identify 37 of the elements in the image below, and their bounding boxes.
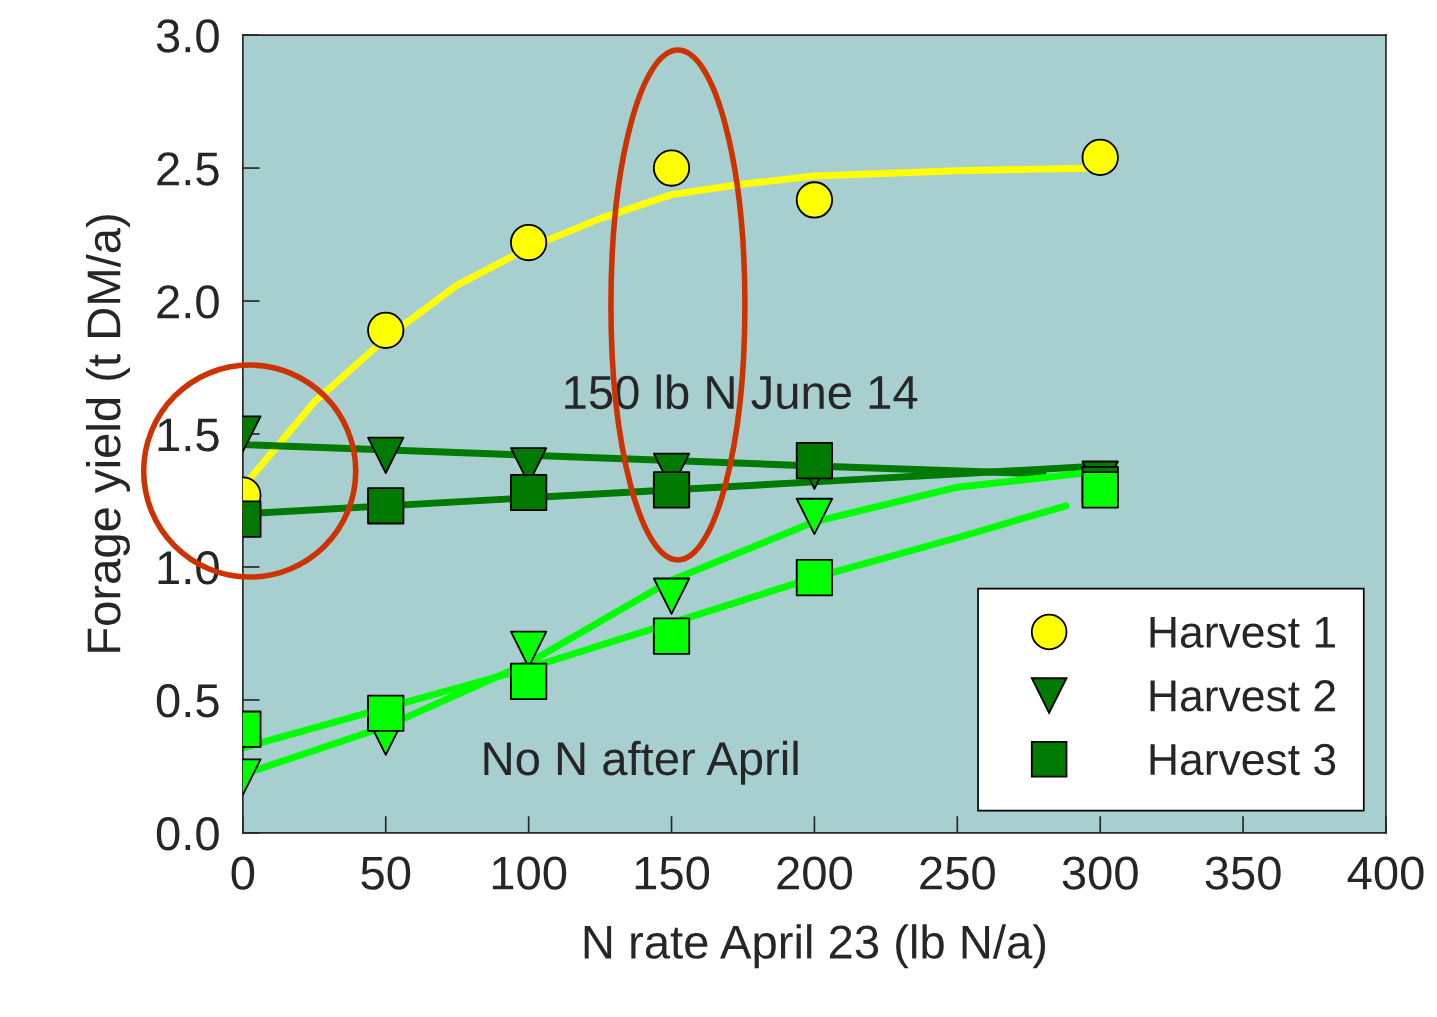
point	[795, 181, 834, 219]
point	[795, 559, 834, 597]
legend-label: Harvest 2	[1150, 680, 1335, 712]
x-tick-label: 250	[920, 856, 995, 890]
y-tick-label: 0.0	[156, 817, 219, 851]
legend-label: Harvest 1	[1150, 616, 1335, 648]
point	[1081, 471, 1119, 509]
y-tick-label: 3.0	[156, 19, 219, 53]
x-tick-label: 150	[635, 856, 710, 890]
point	[367, 436, 405, 474]
legend-label: Harvest 3	[1150, 743, 1336, 776]
y-tick-label: 0.5	[156, 684, 219, 718]
x-tick-label: 200	[777, 856, 852, 890]
point	[510, 473, 548, 512]
x-tick-label: 0	[231, 856, 255, 890]
point	[367, 311, 405, 349]
point	[510, 662, 548, 700]
x-tick-label: 350	[1205, 856, 1281, 890]
y-tick-label: 2.5	[157, 152, 219, 186]
x-axis-title: N rate April 23 (lb N/a)	[584, 924, 1046, 969]
y-tick-label: 1.5	[158, 418, 219, 452]
point	[652, 149, 691, 187]
x-tick-label: 400	[1347, 856, 1424, 890]
point	[367, 694, 405, 732]
point	[652, 577, 691, 615]
point	[652, 471, 691, 509]
y-axis-title: Forage yield (t DM/a)	[85, 215, 130, 652]
point	[652, 617, 691, 655]
x-tick-label: 100	[492, 856, 567, 890]
point	[1081, 138, 1119, 177]
point	[795, 497, 834, 536]
y-tick-label: 2.0	[157, 285, 219, 319]
x-tick-label: 50	[361, 856, 411, 890]
point	[367, 487, 405, 525]
x-tick-label: 300	[1062, 856, 1138, 890]
point	[510, 223, 548, 262]
annotation: No N after April	[484, 740, 798, 785]
